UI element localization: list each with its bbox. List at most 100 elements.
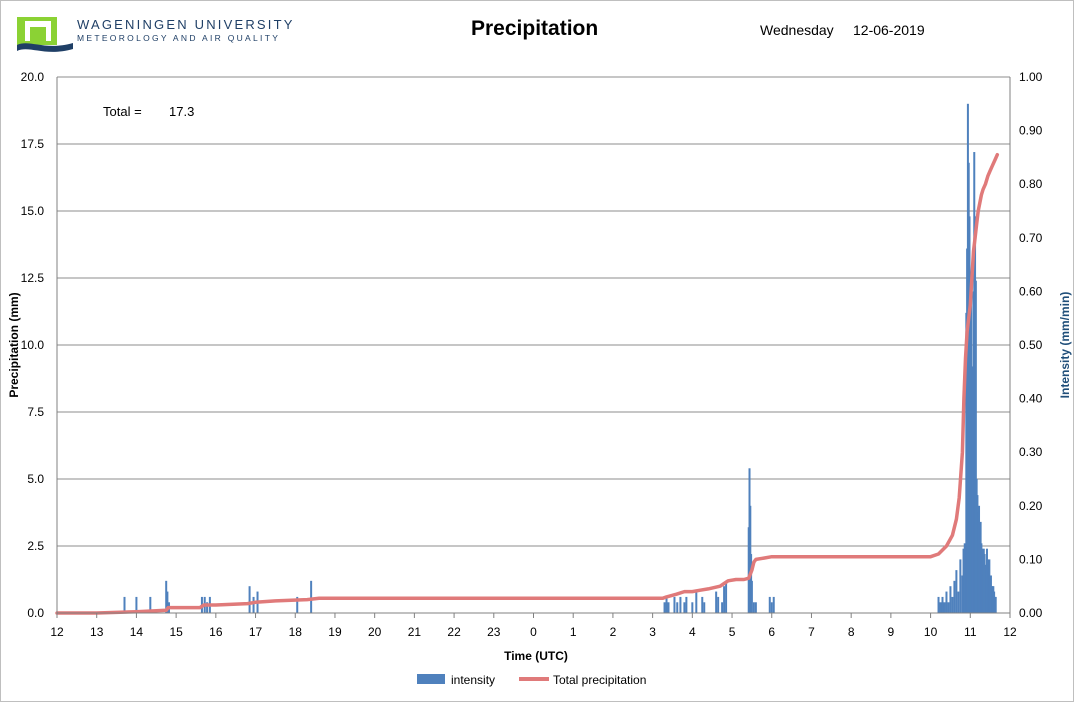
- intensity-bar: [703, 602, 706, 613]
- wageningen-logo: [17, 17, 73, 52]
- intensity-bar: [683, 602, 686, 613]
- x-tick-label: 1: [570, 625, 577, 639]
- intensity-bars: [123, 103, 997, 614]
- y-right-tick-label: 0.40: [1019, 392, 1043, 406]
- intensity-bar: [149, 596, 152, 613]
- intensity-bar: [937, 596, 940, 613]
- intensity-bar: [701, 596, 704, 613]
- intensity-bar: [166, 591, 169, 613]
- y-right-tick-label: 0.30: [1019, 445, 1043, 459]
- legend: intensity Total precipitation: [417, 673, 646, 687]
- intensity-bar: [721, 602, 724, 613]
- intensity-bar: [949, 586, 952, 613]
- gridlines: [57, 76, 1010, 547]
- x-tick-label: 21: [408, 625, 422, 639]
- total-annotation-value: 17.3: [169, 104, 194, 119]
- y-left-tick-label: 12.5: [21, 271, 45, 285]
- intensity-bar: [947, 602, 950, 613]
- intensity-bar: [248, 586, 251, 613]
- y-left-tick-label: 0.0: [27, 606, 44, 620]
- y-right-tick-label: 0.50: [1019, 338, 1043, 352]
- intensity-bar: [206, 602, 209, 613]
- y-right-tick-label: 0.70: [1019, 231, 1043, 245]
- x-tick-label: 8: [848, 625, 855, 639]
- x-tick-label: 17: [249, 625, 263, 639]
- intensity-bar: [959, 559, 962, 613]
- y-right-tick-label: 0.00: [1019, 606, 1043, 620]
- intensity-bar: [715, 591, 718, 613]
- intensity-bar: [953, 580, 956, 613]
- intensity-bar: [750, 580, 753, 613]
- y-right-tick-label: 0.90: [1019, 124, 1043, 138]
- y-right-tick-label: 1.00: [1019, 70, 1043, 84]
- intensity-bar: [691, 602, 694, 613]
- x-tick-label: 4: [689, 625, 696, 639]
- x-tick-label: 10: [924, 625, 938, 639]
- legend-intensity-label: intensity: [451, 673, 495, 687]
- intensity-bar: [768, 596, 771, 613]
- intensity-bar: [943, 602, 946, 613]
- x-tick-label: 5: [729, 625, 736, 639]
- intensity-bar: [667, 602, 670, 613]
- weekday-label: Wednesday: [760, 22, 834, 38]
- total-annotation-label: Total =: [103, 104, 142, 119]
- intensity-bar: [165, 580, 168, 613]
- x-tick-label: 7: [808, 625, 815, 639]
- x-tick-label: 11: [964, 625, 977, 639]
- intensity-bar: [663, 602, 666, 613]
- intensity-bar: [135, 596, 138, 613]
- intensity-bar: [695, 591, 698, 613]
- intensity-bar: [123, 596, 126, 613]
- intensity-bar: [252, 596, 255, 613]
- x-tick-label: 18: [289, 625, 303, 639]
- x-tick-label: 9: [888, 625, 895, 639]
- org-department: METEOROLOGY AND AIR QUALITY: [77, 33, 281, 43]
- y-right-tick-label: 0.60: [1019, 284, 1043, 298]
- x-tick-label: 14: [130, 625, 144, 639]
- y-left-tick-label: 2.5: [27, 539, 44, 553]
- x-tick-label: 3: [649, 625, 656, 639]
- intensity-bar: [957, 591, 960, 613]
- intensity-bar: [939, 602, 942, 613]
- intensity-bar: [665, 596, 668, 613]
- x-tick-label: 20: [368, 625, 382, 639]
- x-tick-label: 2: [610, 625, 617, 639]
- total-precipitation-line: [55, 152, 1000, 615]
- intensity-bar: [951, 596, 954, 613]
- x-tick-label: 13: [90, 625, 104, 639]
- y-left-tick-label: 15.0: [21, 204, 45, 218]
- intensity-bar: [725, 580, 728, 613]
- x-tick-label: 0: [530, 625, 537, 639]
- chart-title: Precipitation: [471, 17, 599, 40]
- intensity-bar: [685, 596, 688, 613]
- y-left-tick-label: 5.0: [27, 472, 44, 486]
- y-left-tick-label: 7.5: [27, 405, 44, 419]
- y-right-tick-label: 0.80: [1019, 177, 1043, 191]
- y-right-tick-label: 0.20: [1019, 499, 1043, 513]
- y-left-tick-label: 10.0: [21, 338, 45, 352]
- intensity-bar: [676, 602, 679, 613]
- y-axis-left-title: Precipitation (mm): [7, 292, 21, 397]
- y-left-tick-label: 17.5: [21, 137, 45, 151]
- y-right-tick-label: 0.10: [1019, 552, 1043, 566]
- intensity-bar: [974, 280, 977, 613]
- x-tick-label: 12: [50, 625, 64, 639]
- intensity-bar: [717, 596, 720, 613]
- x-tick-label: 6: [768, 625, 775, 639]
- intensity-bar: [752, 602, 755, 613]
- intensity-bar: [310, 580, 313, 613]
- intensity-bar: [296, 596, 299, 613]
- x-tick-label: 15: [169, 625, 183, 639]
- intensity-bar: [772, 596, 775, 613]
- intensity-bar: [941, 596, 944, 613]
- legend-total-label: Total precipitation: [553, 673, 646, 687]
- intensity-bar: [945, 591, 948, 613]
- intensity-bar: [962, 548, 965, 613]
- y-left-tick-label: 20.0: [21, 70, 45, 84]
- total-line-group: [55, 152, 1000, 615]
- intensity-bar: [673, 596, 676, 613]
- intensity-bar: [770, 602, 773, 613]
- x-tick-label: 16: [209, 625, 223, 639]
